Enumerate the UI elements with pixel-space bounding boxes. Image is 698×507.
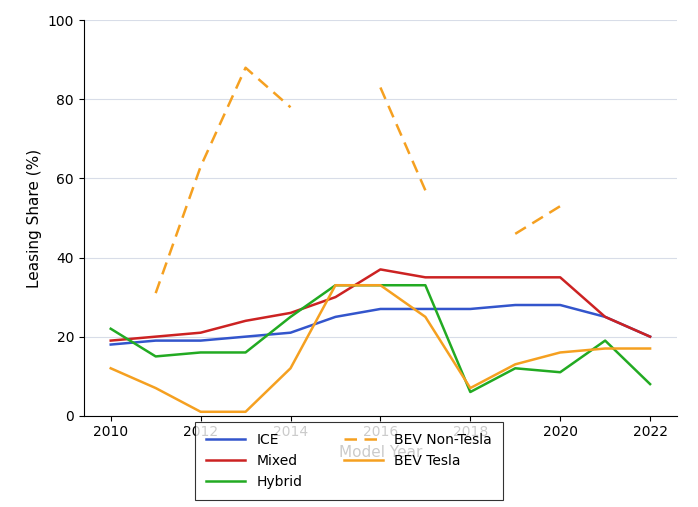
X-axis label: Model Year: Model Year: [339, 445, 422, 460]
Y-axis label: Leasing Share (%): Leasing Share (%): [27, 149, 42, 287]
Legend: ICE, Mixed, Hybrid, BEV Non-Tesla, BEV Tesla: ICE, Mixed, Hybrid, BEV Non-Tesla, BEV T…: [195, 422, 503, 500]
